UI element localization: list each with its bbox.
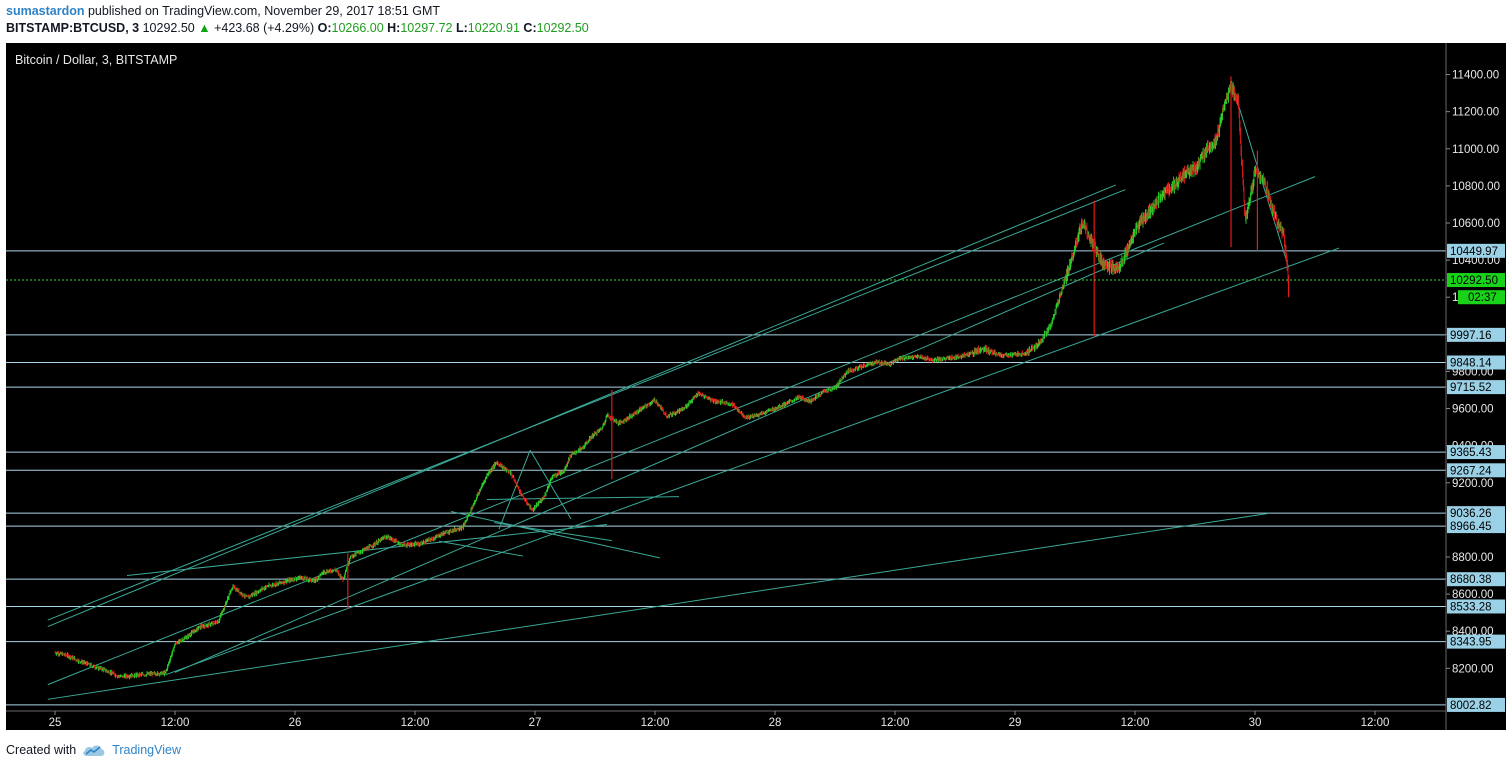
level-tag-bg (1447, 697, 1505, 712)
level-tag: 8966.45 (1450, 521, 1492, 533)
last-price-tag: 10292.50 (1450, 275, 1498, 287)
last-price-value: 10292.50 (142, 21, 195, 35)
trendline (47, 184, 1116, 628)
price-change-value: +423.68 (+4.29%) (214, 21, 315, 35)
price-tick-label: 9200.00 (1452, 478, 1494, 490)
price-tick-label: 11400.00 (1452, 70, 1499, 82)
level-tag: 9036.26 (1450, 508, 1492, 520)
low-label: L: (455, 21, 468, 35)
level-tag: 8533.28 (1450, 601, 1492, 613)
candles (54, 76, 1290, 680)
price-tick-label: 8200.00 (1452, 663, 1494, 675)
level-tag-bg (1447, 506, 1505, 521)
time-axis[interactable]: 25 12:00 26 12:00 27 12:00 28 12:00 29 12:00 30 12:… (49, 711, 1390, 729)
trendline (47, 189, 1126, 621)
price-tick-label: 11200.00 (1452, 107, 1499, 119)
high-value: 10297.72 (400, 21, 453, 35)
time-tick-label: 12:00 (1121, 717, 1150, 729)
time-tick-label: 12:00 (1361, 717, 1390, 729)
time-tick-label: 12:00 (161, 717, 190, 729)
time-tick-label: 12:00 (641, 717, 670, 729)
time-tick-label: 30 (1249, 717, 1262, 729)
level-tag-bg (1447, 599, 1505, 614)
level-tag-bg (1447, 355, 1505, 370)
time-tick-label: 25 (49, 717, 62, 729)
close-label: C: (523, 21, 537, 35)
last-price-tag-bg (1447, 273, 1505, 288)
trendline (450, 511, 660, 559)
brand-name: TradingView (112, 743, 181, 757)
level-tag-bg (1447, 519, 1505, 534)
level-tag: 8343.95 (1450, 637, 1492, 649)
trendline (486, 496, 680, 500)
horizontal-levels (6, 250, 1446, 706)
chart-frame[interactable]: 8200.008400.008600.008800.009200.009400.… (6, 43, 1506, 730)
level-tag-bg (1447, 463, 1505, 478)
publisher-username[interactable]: sumastardon (6, 4, 85, 18)
level-tag: 10449.97 (1450, 246, 1498, 258)
trendline (494, 522, 612, 542)
level-tag: 9267.24 (1450, 465, 1492, 477)
price-tick-label: 8600.00 (1452, 589, 1494, 601)
level-tag: 8680.38 (1450, 574, 1492, 586)
countdown-tag: 02:37 (1468, 292, 1497, 304)
price-tick-label: 10400.00 (1452, 255, 1500, 267)
tradingview-brand[interactable]: TradingView (82, 743, 181, 757)
trendline (1237, 104, 1290, 268)
level-tag-bg (1447, 327, 1505, 342)
countdown-tag-bg (1458, 290, 1505, 305)
price-tick-label: 10600.00 (1452, 218, 1500, 230)
level-tag: 9365.43 (1450, 447, 1492, 459)
time-tick-label: 12:00 (401, 717, 430, 729)
price-tick-label: 9600.00 (1452, 404, 1494, 416)
trendline (529, 450, 572, 520)
price-tick-label: 8800.00 (1452, 552, 1494, 564)
low-value: 10220.91 (467, 21, 520, 35)
trendline (47, 512, 1270, 700)
time-tick-label: 12:00 (881, 717, 910, 729)
price-tick-label: 11000.00 (1452, 144, 1499, 156)
published-info: published on TradingView.com, November 2… (87, 4, 441, 18)
up-arrow-icon: ▲ (198, 21, 211, 35)
time-tick-label: 27 (529, 717, 542, 729)
chart-header: sumastardon published on TradingView.com… (6, 3, 1506, 39)
level-tag-bg (1447, 445, 1505, 460)
time-tick-label: 28 (769, 717, 782, 729)
open-label: O: (317, 21, 332, 35)
trendline (498, 450, 531, 530)
cloud-logo-icon (83, 745, 105, 756)
trendline (165, 247, 1340, 676)
level-tag: 9848.14 (1450, 358, 1492, 370)
symbol-label: BITSTAMP:BTCUSD, 3 (6, 21, 140, 35)
high-label: H: (387, 21, 401, 35)
level-tag: 8002.82 (1450, 700, 1492, 712)
footer: Created with TradingView (6, 740, 181, 760)
trendline (174, 242, 1164, 673)
created-with-label: Created with (6, 743, 77, 757)
price-tick-label: 10800.00 (1452, 181, 1500, 193)
trendlines (47, 104, 1340, 700)
level-tag-bg (1447, 243, 1505, 258)
time-tick-label: 26 (289, 717, 302, 729)
price-chart[interactable]: 8200.008400.008600.008800.009200.009400.… (6, 43, 1506, 730)
level-tag-bg (1447, 380, 1505, 395)
trendline (126, 524, 608, 577)
open-value: 10266.00 (331, 21, 384, 35)
level-tag: 9997.16 (1450, 330, 1492, 342)
level-tags: 10449.97 9997.16 9848.14 9715.52 9365.43 9267… (1447, 243, 1505, 712)
level-tag-bg (1447, 572, 1505, 587)
chart-title: Bitcoin / Dollar, 3, BITSTAMP (15, 53, 177, 67)
level-tag-bg (1447, 634, 1505, 649)
trendline (438, 540, 524, 557)
close-value: 10292.50 (536, 21, 589, 35)
time-tick-label: 29 (1009, 717, 1022, 729)
level-tag: 9715.52 (1450, 382, 1492, 394)
